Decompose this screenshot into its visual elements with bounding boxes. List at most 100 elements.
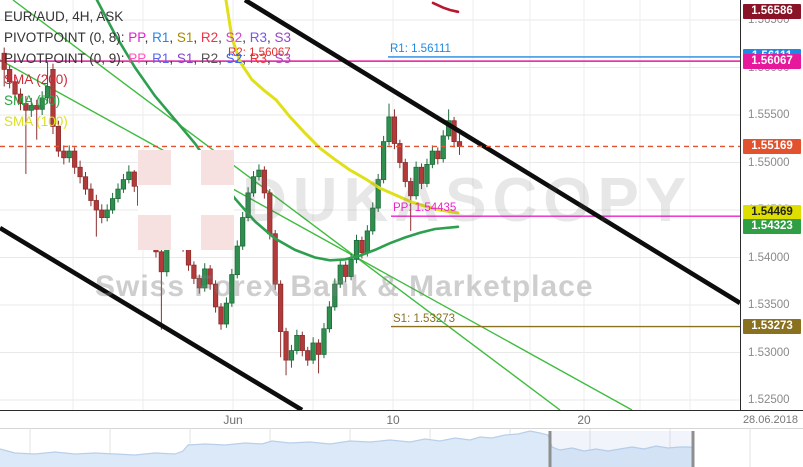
candle (315, 342, 322, 355)
candle (72, 150, 78, 168)
time-axis[interactable]: 28.06.2018 Jun 10 20 (0, 410, 803, 429)
price-badge: 1.55169 (743, 138, 801, 154)
candle (223, 302, 230, 325)
pivot-token-r3: R3 (249, 51, 267, 66)
candle (353, 239, 360, 260)
price-badge: 1.54323 (743, 219, 801, 235)
pivot-level-label: R1: 1.56111 (390, 42, 451, 55)
pivot-token-pp: PP (128, 51, 145, 66)
candle (39, 97, 45, 110)
candle (61, 150, 67, 159)
candle (28, 105, 34, 111)
candle (82, 176, 89, 190)
time-axis-tick: Jun (223, 413, 243, 427)
sma-50-label: SMA (50) (4, 93, 61, 108)
candle (456, 141, 463, 147)
candle (272, 233, 278, 285)
candle (77, 166, 83, 178)
candle (386, 116, 392, 143)
pivot-token-r3: R3 (249, 30, 267, 45)
candle (332, 283, 338, 308)
candle (288, 350, 295, 361)
candle (440, 135, 446, 160)
candle (321, 328, 327, 355)
price-axis-tick: 1.52500 (748, 394, 790, 406)
candle (256, 169, 262, 178)
navigator-handle[interactable] (691, 431, 695, 467)
candle (153, 236, 159, 253)
candle (44, 86, 51, 99)
chart-navigator[interactable] (0, 428, 803, 467)
candle (278, 283, 284, 333)
candle (343, 264, 349, 277)
pivot-token-s3: S3 (274, 51, 291, 66)
sma-100-label: SMA (100) (4, 114, 68, 129)
pivot-token-s3: S3 (274, 30, 291, 45)
support-long-trendline (0, 59, 633, 410)
candle (380, 141, 387, 181)
pivot-token-r2: R2 (200, 51, 219, 66)
support-steep-trendline (12, 0, 561, 410)
candle (115, 188, 121, 200)
candle (240, 217, 246, 247)
candle (364, 230, 370, 254)
candle (202, 268, 208, 289)
candle (55, 126, 62, 152)
chart-legend: EUR/AUD, 4H, ASK PIVOTPOINT (0, 8): PP, … (4, 6, 291, 132)
candle (7, 69, 13, 83)
navigator-area-edge (0, 430, 694, 456)
pivot-level-label: S1: 1.53273 (393, 312, 456, 325)
price-axis-tick: 1.55500 (748, 109, 790, 121)
candle (375, 179, 381, 209)
pivot-legend-prefix: PIVOTPOINT (0, 8): (4, 30, 129, 45)
candle (310, 342, 316, 361)
price-badge: 1.53273 (743, 319, 801, 335)
candle (218, 306, 224, 325)
pivot-token-r1: R1 (152, 30, 170, 45)
candle (110, 198, 116, 211)
navigator-handle[interactable] (548, 431, 552, 467)
time-axis-tick: 20 (577, 413, 591, 427)
candle (175, 220, 181, 232)
candle (250, 176, 257, 194)
navigator-area (0, 431, 693, 467)
candle (169, 220, 175, 247)
price-axis-tick: 1.53500 (748, 299, 790, 311)
candle (261, 169, 267, 194)
candle (196, 277, 202, 289)
candle (185, 245, 192, 266)
candle (305, 350, 311, 361)
navigator-selection[interactable] (550, 431, 693, 467)
channel-upper-trendline (243, 0, 740, 305)
candle (93, 200, 99, 211)
pivot-token-pp: PP (128, 30, 145, 45)
candle (50, 69, 56, 127)
candle (359, 239, 365, 254)
candle (88, 188, 94, 201)
price-axis[interactable]: 1.565001.560001.555001.550001.545001.540… (740, 0, 803, 410)
price-chart-plot[interactable] (0, 0, 740, 410)
candle (283, 331, 289, 361)
candle (413, 166, 419, 197)
candle (17, 93, 24, 104)
candle (402, 162, 408, 182)
candle (34, 105, 40, 110)
pivotpoint-legend-1: PIVOTPOINT (0, 8): PP, R1, S1, R2, S2, R… (4, 30, 291, 45)
candle (370, 207, 376, 232)
candle (418, 166, 425, 184)
candle (429, 150, 435, 165)
sma-200-label: SMA (200) (4, 72, 68, 87)
candle (147, 220, 154, 237)
current-date-label: 28.06.2018 (742, 414, 798, 426)
candle (267, 192, 273, 235)
pivot-legend-prefix: PIVOTPOINT (0, 9): (4, 51, 129, 66)
channel-lower-trendline (0, 226, 304, 410)
candle (104, 209, 110, 218)
candle (212, 283, 219, 308)
candle (234, 245, 240, 276)
candle (137, 185, 143, 206)
candle (408, 181, 414, 197)
pivot-token-r1: R1 (152, 51, 170, 66)
candle (207, 268, 213, 285)
